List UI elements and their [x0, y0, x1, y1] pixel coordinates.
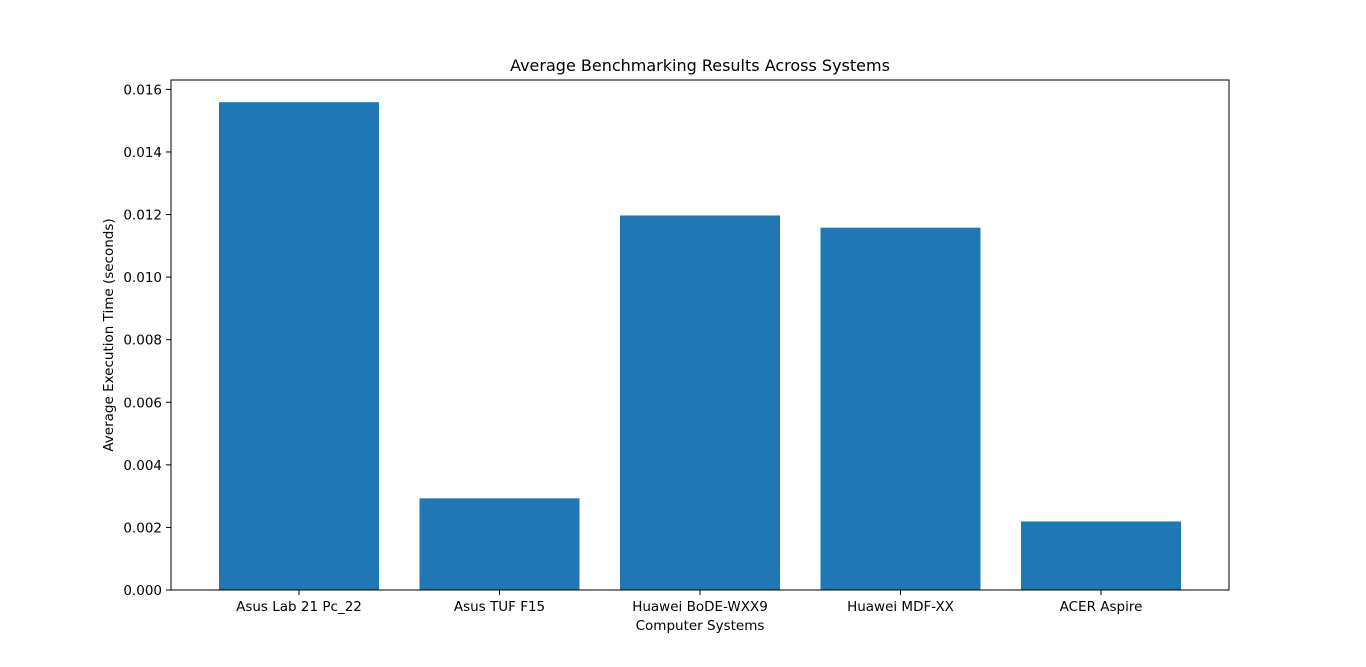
y-tick-label: 0.008 — [123, 333, 162, 349]
bar — [419, 498, 580, 590]
x-tick-label: Asus TUF F15 — [454, 599, 545, 615]
bar — [820, 227, 981, 591]
y-tick-label: 0.004 — [123, 458, 162, 474]
x-tick-label: Asus Lab 21 Pc_22 — [236, 599, 362, 615]
x-tick-label: Huawei MDF-XX — [847, 599, 954, 615]
y-axis: 0.000 0.002 0.004 0.006 0.008 0.010 0.012 0.014… — [123, 82, 171, 599]
y-tick-label: 0.012 — [123, 208, 162, 224]
x-tick-label: ACER Aspire — [1060, 599, 1143, 615]
y-tick-label: 0.006 — [123, 395, 162, 411]
y-tick-label: 0.010 — [123, 270, 162, 286]
y-tick-label: 0.014 — [123, 145, 162, 161]
bars-layer — [219, 102, 1181, 591]
bar — [1021, 521, 1181, 590]
y-tick-label: 0.016 — [123, 82, 162, 98]
x-axis: Asus Lab 21 Pc_22 Asus TUF F15 Huawei BoDE… — [236, 590, 1142, 615]
bar — [219, 102, 379, 590]
x-axis-label: Computer Systems — [636, 618, 765, 634]
y-tick-label: 0.000 — [123, 583, 162, 599]
y-tick-label: 0.002 — [123, 520, 162, 536]
chart-title: Average Benchmarking Results Across Syst… — [510, 56, 890, 75]
bar — [620, 215, 780, 591]
x-tick-label: Huawei BoDE-WXX9 — [632, 599, 768, 615]
y-axis-label: Average Execution Time (seconds) — [101, 218, 117, 451]
